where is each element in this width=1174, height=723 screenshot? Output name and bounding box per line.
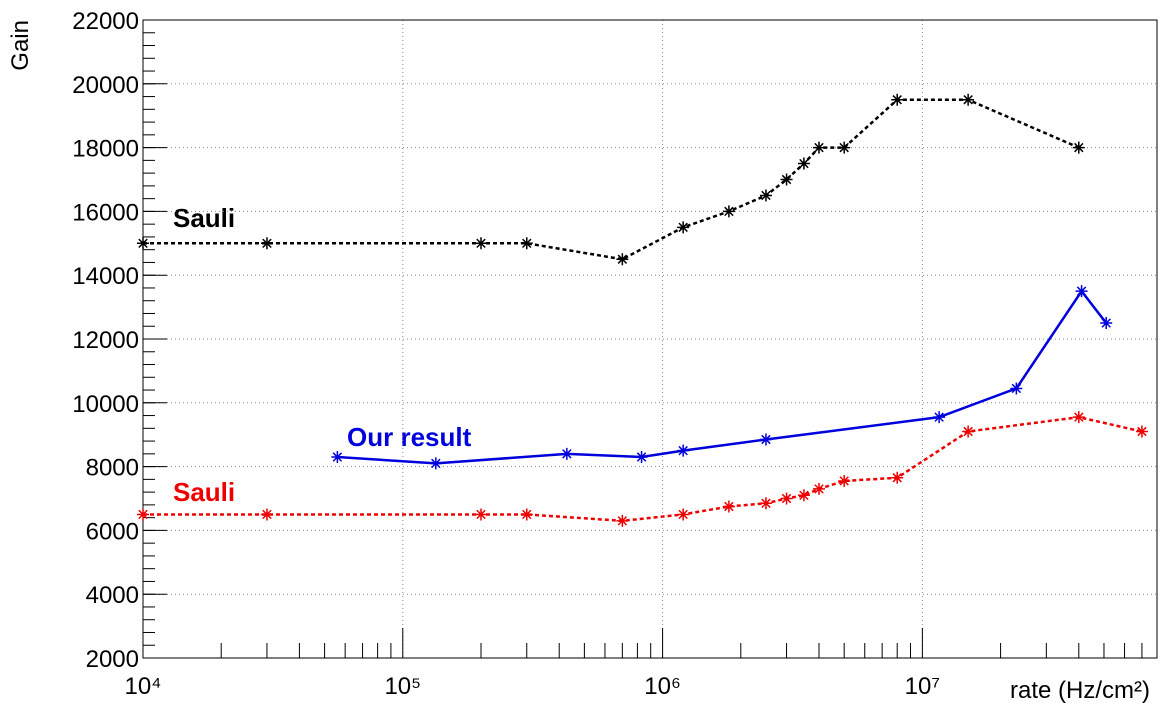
marker [677, 221, 690, 234]
marker [797, 489, 810, 502]
series-label: Sauli [173, 477, 235, 507]
x-tick-label: 10⁶ [644, 673, 681, 700]
y-tick-label: 12000 [72, 327, 139, 354]
y-tick-label: 16000 [72, 199, 139, 226]
series-label: Our result [347, 422, 472, 452]
marker [813, 141, 825, 154]
marker [520, 237, 533, 250]
marker [677, 508, 690, 521]
y-tick-label: 2000 [86, 646, 139, 673]
y-tick-label: 8000 [86, 455, 139, 482]
marker [677, 444, 690, 457]
marker [1075, 285, 1088, 298]
x-tick-label: 10⁵ [384, 673, 421, 700]
marker [1135, 425, 1148, 438]
marker [260, 508, 273, 521]
marker [635, 451, 648, 464]
x-tick-label: 10⁴ [124, 673, 161, 700]
marker [722, 500, 735, 513]
y-tick-label: 18000 [72, 136, 139, 163]
marker [475, 508, 487, 521]
y-tick-label: 22000 [72, 8, 139, 35]
marker [722, 205, 735, 218]
marker [962, 93, 975, 106]
marker [520, 508, 533, 521]
marker [616, 253, 629, 266]
marker [759, 497, 772, 510]
series-line [143, 98, 1080, 261]
marker [260, 237, 273, 250]
marker [331, 451, 344, 464]
marker [933, 411, 946, 424]
marker [759, 189, 772, 202]
marker [962, 425, 975, 438]
marker [891, 93, 904, 106]
y-tick-label: 14000 [72, 263, 139, 290]
series-line [143, 415, 1143, 523]
series-label: Sauli [173, 203, 235, 233]
x-axis-label: rate (Hz/cm²) [1010, 677, 1150, 704]
marker [475, 237, 487, 250]
marker [759, 433, 772, 446]
y-tick-label: 10000 [72, 391, 139, 418]
marker [616, 514, 629, 527]
y-tick-label: 4000 [86, 582, 139, 609]
marker [780, 492, 793, 505]
plot-frame [142, 19, 1158, 659]
marker [1100, 317, 1113, 330]
marker [797, 157, 810, 170]
marker [780, 173, 793, 186]
series-line [337, 289, 1108, 465]
y-axis-label: Gain [7, 20, 34, 71]
marker [137, 508, 149, 521]
marker [1072, 411, 1085, 424]
marker [813, 482, 825, 495]
x-tick-label: 10⁷ [905, 673, 940, 700]
marker [838, 474, 851, 487]
marker [838, 141, 851, 154]
marker [891, 471, 904, 484]
y-tick-label: 20000 [72, 72, 139, 99]
marker [560, 447, 573, 460]
y-tick-label: 6000 [86, 518, 139, 545]
marker [429, 457, 442, 470]
marker [137, 237, 149, 250]
marker [1010, 382, 1023, 395]
marker [1072, 141, 1085, 154]
